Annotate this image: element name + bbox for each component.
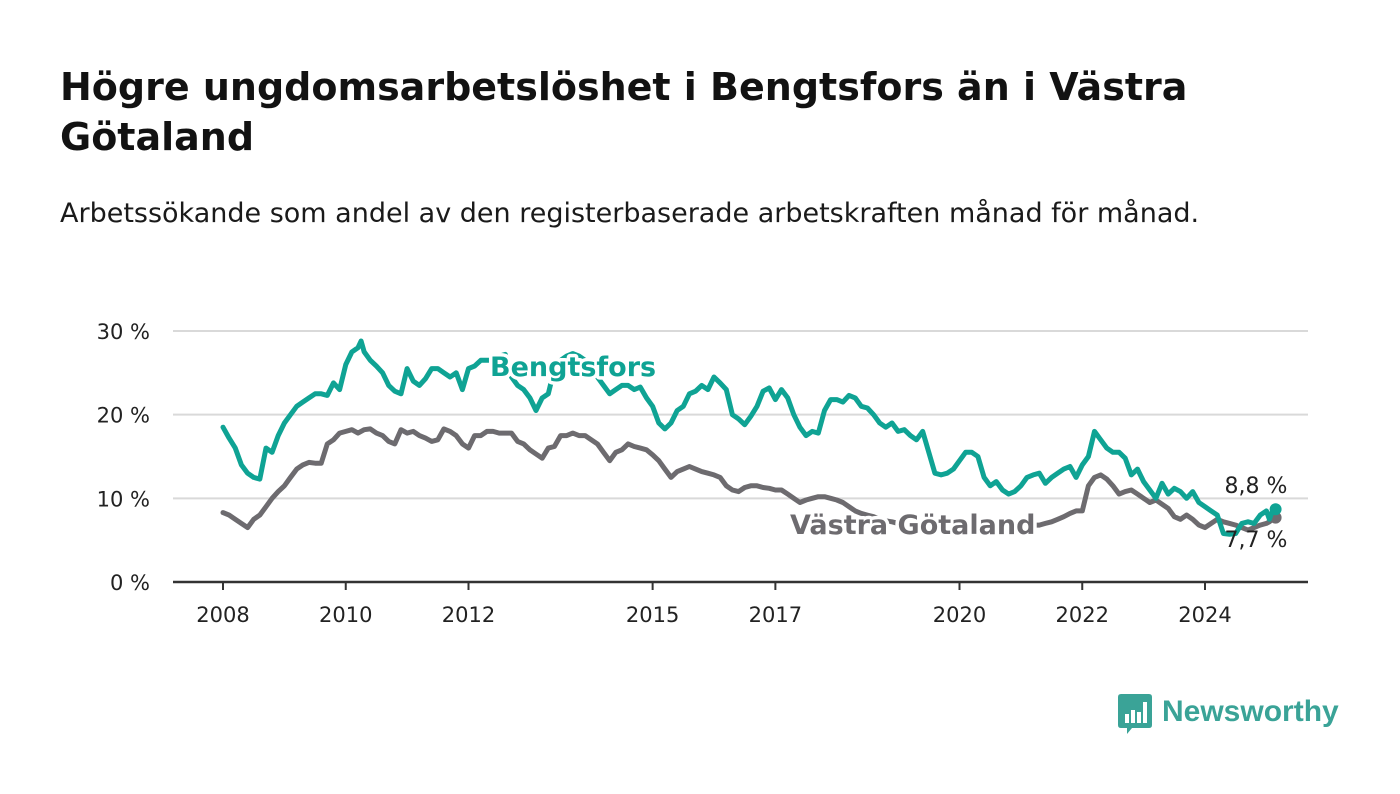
x-tick-label: 2010	[319, 603, 372, 627]
x-tick-label: 2012	[442, 603, 495, 627]
series-line-bengtsfors	[220, 338, 1279, 537]
y-tick-label: 10 %	[97, 487, 150, 511]
y-tick-label: 30 %	[97, 320, 150, 344]
newsworthy-logo: Newsworthy	[1118, 689, 1339, 735]
x-tick-label: 2008	[196, 603, 249, 627]
y-tick-label: 20 %	[97, 404, 150, 428]
chart-subtitle: Arbetssökande som andel av den registerb…	[60, 198, 1200, 229]
x-tick-label: 2020	[933, 603, 986, 627]
brand-name: Newsworthy	[1162, 695, 1339, 728]
x-tick-label: 2017	[749, 603, 802, 627]
series-labels: Bengtsfors Västra Götaland 8,8 % 7,7 %	[487, 349, 1288, 554]
x-tick-label: 2015	[626, 603, 679, 627]
series-end-point	[1269, 503, 1282, 516]
chart-title: Högre ungdomsarbetslöshet i Bengtsfors ä…	[60, 65, 1188, 159]
gridlines	[173, 330, 1308, 500]
series-line-västra-götaland	[220, 426, 1279, 533]
x-tick-label: 2022	[1056, 603, 1109, 627]
series-label-vastra-gotaland: Västra Götaland	[790, 510, 1035, 541]
series-lines	[220, 338, 1282, 537]
series-label-bengtsfors: Bengtsfors	[490, 352, 656, 383]
y-axis-tick-labels: 0 % 10 % 20 % 30 %	[97, 320, 150, 595]
end-value-label-bengtsfors: 8,8 %	[1225, 474, 1288, 499]
y-tick-label: 0 %	[110, 571, 150, 595]
end-value-label-vastra-gotaland: 7,7 %	[1225, 528, 1288, 553]
x-axis: 2008 2010 2012 2015 2017 2020 2022 2024	[173, 580, 1308, 627]
x-tick-label: 2024	[1178, 603, 1231, 627]
bar-chart-speech-bubble-icon	[1118, 694, 1152, 734]
